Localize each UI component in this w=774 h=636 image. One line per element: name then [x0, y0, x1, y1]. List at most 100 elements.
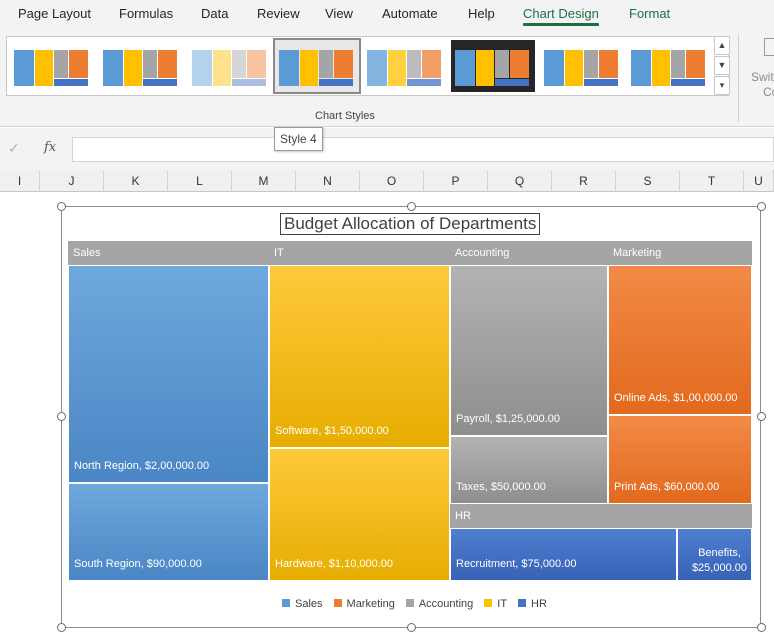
tab-review[interactable]: Review — [257, 6, 300, 21]
resize-handle-left[interactable] — [57, 412, 66, 421]
treemap-tile-north-region[interactable]: North Region, $2,00,000.00 — [68, 265, 269, 483]
column-header-i[interactable]: I — [0, 170, 40, 192]
formula-input[interactable] — [72, 137, 774, 162]
thumb-block — [599, 50, 618, 78]
column-header-k[interactable]: K — [104, 170, 168, 192]
tab-automate[interactable]: Automate — [382, 6, 438, 21]
tab-formulas[interactable]: Formulas — [119, 6, 174, 21]
treemap-tile-hardware[interactable]: Hardware, $1,10,000.00 — [269, 448, 450, 581]
resize-handle-top-right[interactable] — [757, 202, 766, 211]
legend-item-sales[interactable]: Sales — [282, 598, 323, 610]
column-header-p[interactable]: P — [424, 170, 488, 192]
gallery-up-button[interactable]: ▲ — [714, 36, 730, 55]
chart-style-7[interactable] — [540, 40, 624, 92]
thumb-block — [143, 50, 157, 78]
treemap-header-sales[interactable]: Sales — [68, 241, 269, 265]
tile-label: North Region, $2,00,000.00 — [74, 460, 210, 472]
thumb-block — [584, 79, 618, 86]
thumb-block — [565, 50, 583, 86]
tile-label: Payroll, $1,25,000.00 — [456, 413, 560, 425]
check-icon[interactable]: ✓ — [8, 140, 20, 156]
treemap-header-hr[interactable]: HR — [450, 504, 752, 528]
chart-style-2[interactable] — [99, 40, 183, 92]
resize-handle-top-left[interactable] — [57, 202, 66, 211]
thumb-block — [319, 79, 353, 86]
resize-handle-right[interactable] — [757, 412, 766, 421]
legend-item-hr[interactable]: HR — [518, 598, 547, 610]
column-header-q[interactable]: Q — [488, 170, 552, 192]
legend-label: Accounting — [418, 598, 474, 610]
tile-label: Print Ads, $60,000.00 — [614, 481, 720, 493]
column-header-s[interactable]: S — [616, 170, 680, 192]
legend-item-it[interactable]: IT — [484, 598, 507, 610]
chart-styles-gallery — [6, 36, 729, 96]
column-header-o[interactable]: O — [360, 170, 424, 192]
gallery-down-button[interactable]: ▼ — [714, 56, 730, 75]
tab-view[interactable]: View — [325, 6, 353, 21]
legend-label: HR — [531, 598, 547, 610]
legend-item-marketing[interactable]: Marketing — [333, 598, 395, 610]
tab-data[interactable]: Data — [201, 6, 229, 21]
chart-style-5[interactable] — [363, 40, 447, 92]
resize-handle-top[interactable] — [407, 202, 416, 211]
ribbon-divider — [738, 34, 739, 122]
thumb-block — [495, 50, 509, 78]
treemap-chart[interactable]: Budget Allocation of Departments Sales No… — [61, 206, 761, 628]
column-header-m[interactable]: M — [232, 170, 296, 192]
formula-bar: ✓ fx — [0, 128, 774, 170]
tile-label: Benefits, $25,000.00 — [691, 547, 747, 574]
legend-item-accounting[interactable]: Accounting — [405, 598, 474, 610]
chart-style-3[interactable] — [188, 40, 272, 92]
tile-label: Software, $1,50,000.00 — [275, 425, 389, 437]
treemap-tile-software[interactable]: Software, $1,50,000.00 — [269, 265, 450, 448]
treemap-header-it[interactable]: IT — [269, 241, 450, 265]
thumb-block — [319, 50, 333, 78]
column-header-r[interactable]: R — [552, 170, 616, 192]
column-header-u[interactable]: U — [744, 170, 774, 192]
treemap-tile-benefits[interactable]: Benefits, $25,000.00 — [677, 528, 752, 581]
tab-chart-design[interactable]: Chart Design — [523, 6, 599, 26]
switch-label-line2: Co — [763, 85, 774, 99]
treemap-tile-payroll[interactable]: Payroll, $1,25,000.00 — [450, 265, 608, 436]
tile-label: Hardware, $1,10,000.00 — [275, 558, 394, 570]
treemap-header-accounting[interactable]: Accounting — [450, 241, 608, 265]
thumb-block — [192, 50, 212, 86]
legend-swatch — [333, 599, 342, 607]
switch-label-line1: Swit — [751, 70, 774, 84]
thumb-block — [422, 50, 441, 78]
treemap-tile-recruitment[interactable]: Recruitment, $75,000.00 — [450, 528, 677, 581]
switch-row-column-button[interactable]: Swit Co — [751, 70, 774, 100]
thumb-block — [54, 79, 88, 86]
resize-handle-bottom-left[interactable] — [57, 623, 66, 632]
treemap-header-marketing[interactable]: Marketing — [608, 241, 752, 265]
gallery-more-button[interactable]: ▾ — [714, 76, 730, 95]
thumb-block — [671, 79, 705, 86]
tab-page-layout[interactable]: Page Layout — [18, 6, 92, 21]
chart-style-1[interactable] — [10, 40, 94, 92]
treemap-tile-taxes[interactable]: Taxes, $50,000.00 — [450, 436, 608, 504]
column-header-l[interactable]: L — [168, 170, 232, 192]
fx-icon[interactable]: fx — [44, 140, 57, 155]
column-header-t[interactable]: T — [680, 170, 744, 192]
resize-handle-bottom[interactable] — [407, 623, 416, 632]
tab-help[interactable]: Help — [468, 6, 495, 21]
column-header-j[interactable]: J — [40, 170, 104, 192]
treemap-tile-online-ads[interactable]: Online Ads, $1,00,000.00 — [608, 265, 752, 415]
legend-label: Sales — [295, 598, 323, 610]
thumb-block — [232, 50, 246, 78]
chart-title[interactable]: Budget Allocation of Departments — [280, 213, 541, 235]
chart-style-4[interactable] — [273, 38, 361, 94]
ribbon-tabs: Page Layout Formulas Data Review View Au… — [0, 0, 774, 30]
treemap-tile-print-ads[interactable]: Print Ads, $60,000.00 — [608, 415, 752, 504]
column-header-n[interactable]: N — [296, 170, 360, 192]
chart-style-8[interactable] — [627, 40, 711, 92]
treemap-tile-south-region[interactable]: South Region, $90,000.00 — [68, 483, 269, 581]
thumb-block — [247, 50, 266, 78]
switch-row-column-icon[interactable] — [764, 38, 774, 56]
thumb-block — [407, 79, 441, 86]
thumb-block — [455, 50, 475, 86]
tab-format[interactable]: Format — [629, 6, 671, 21]
chart-legend[interactable]: Sales Marketing Accounting IT HR — [282, 598, 558, 610]
chart-style-6[interactable] — [451, 40, 535, 92]
resize-handle-bottom-right[interactable] — [757, 623, 766, 632]
